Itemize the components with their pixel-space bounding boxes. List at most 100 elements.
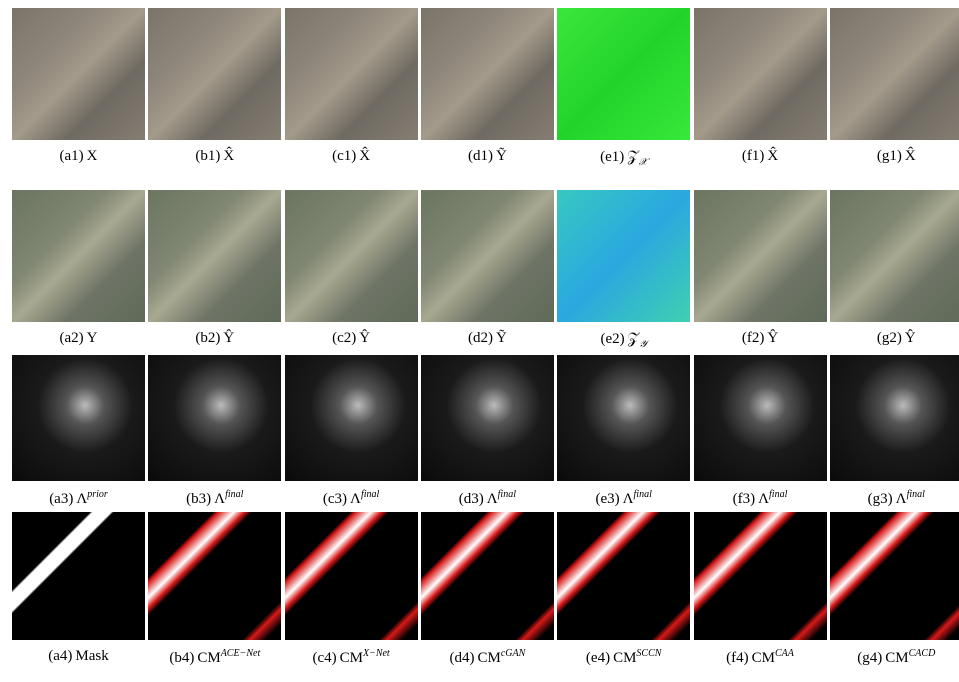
image-tile bbox=[694, 512, 827, 640]
image-tile bbox=[285, 190, 418, 322]
image-tile bbox=[694, 355, 827, 481]
caption-symbol: X bbox=[87, 148, 98, 164]
image-tile bbox=[285, 8, 418, 140]
caption: (f2)Ŷ bbox=[692, 330, 828, 347]
caption-symbol: Λ bbox=[76, 491, 87, 507]
image-tile bbox=[421, 355, 554, 481]
caption-superscript: cGAN bbox=[501, 648, 525, 659]
caption-superscript: final bbox=[498, 489, 516, 500]
caption-label: (f4) bbox=[726, 650, 749, 666]
image-tile bbox=[285, 355, 418, 481]
caption-subscript: 𝒴 bbox=[639, 339, 647, 350]
image-tile bbox=[148, 512, 281, 640]
caption-label: (b4) bbox=[169, 650, 194, 666]
caption-subscript: 𝒳 bbox=[639, 157, 648, 168]
image-tile bbox=[285, 512, 418, 640]
caption: (d4)CMcGAN bbox=[419, 648, 555, 667]
image-tile bbox=[830, 512, 959, 640]
caption: (c4)CMX−Net bbox=[283, 648, 419, 667]
image-tile bbox=[148, 8, 281, 140]
image-tile bbox=[830, 190, 959, 322]
caption-label: (g3) bbox=[868, 491, 893, 507]
caption: (f4)CMCAA bbox=[692, 648, 828, 667]
caption-label: (d1) bbox=[468, 148, 493, 164]
caption-label: (a4) bbox=[48, 648, 72, 664]
caption-superscript: X−Net bbox=[363, 648, 390, 659]
caption: (f3)Λfinal bbox=[692, 489, 828, 508]
caption-label: (c1) bbox=[332, 148, 356, 164]
caption-superscript: SCCN bbox=[636, 648, 661, 659]
caption-label: (b3) bbox=[186, 491, 211, 507]
caption-superscript: final bbox=[361, 489, 379, 500]
caption-label: (e3) bbox=[595, 491, 619, 507]
caption-superscript: final bbox=[907, 489, 925, 500]
caption: (b4)CMACE−Net bbox=[147, 648, 283, 667]
caption-label: (g1) bbox=[877, 148, 902, 164]
caption: (c1)X̂ bbox=[283, 148, 419, 165]
caption-symbol: CM bbox=[885, 650, 908, 666]
caption: (a3)Λprior bbox=[11, 489, 147, 508]
image-tile bbox=[12, 355, 145, 481]
caption-symbol: X̂ bbox=[905, 148, 916, 164]
caption: (e4)CMSCCN bbox=[556, 648, 692, 667]
image-tile bbox=[148, 190, 281, 322]
caption-symbol: CM bbox=[752, 650, 775, 666]
caption-symbol: Λ bbox=[214, 491, 225, 507]
caption: (g4)CMCACD bbox=[828, 648, 959, 667]
caption-superscript: final bbox=[769, 489, 787, 500]
caption-superscript: CAA bbox=[775, 648, 794, 659]
image-tile bbox=[557, 8, 690, 140]
caption-symbol: Λ bbox=[350, 491, 361, 507]
caption-label: (d4) bbox=[449, 650, 474, 666]
caption-label: (e4) bbox=[586, 650, 610, 666]
caption-label: (c2) bbox=[332, 330, 356, 346]
caption-symbol: Ỹ bbox=[496, 330, 507, 346]
image-tile bbox=[421, 8, 554, 140]
caption-label: (e1) bbox=[600, 149, 624, 165]
caption-superscript: final bbox=[634, 489, 652, 500]
caption-symbol: Y bbox=[87, 330, 98, 346]
caption-symbol: X̂ bbox=[223, 148, 234, 164]
image-tile bbox=[830, 8, 959, 140]
image-tile bbox=[694, 8, 827, 140]
image-tile bbox=[557, 512, 690, 640]
caption: (b3)Λfinal bbox=[147, 489, 283, 508]
caption-label: (g4) bbox=[857, 650, 882, 666]
image-tile bbox=[557, 190, 690, 322]
caption-label: (c4) bbox=[312, 650, 336, 666]
caption: (g2)Ŷ bbox=[828, 330, 959, 347]
caption-symbol: Λ bbox=[896, 491, 907, 507]
image-tile bbox=[12, 8, 145, 140]
caption-superscript: prior bbox=[87, 489, 108, 500]
caption: (d3)Λfinal bbox=[419, 489, 555, 508]
image-tile bbox=[557, 355, 690, 481]
caption-symbol: CM bbox=[340, 650, 363, 666]
caption-label: (f3) bbox=[733, 491, 756, 507]
caption-label: (a2) bbox=[60, 330, 84, 346]
caption-symbol: Λ bbox=[758, 491, 769, 507]
caption-symbol: Ŷ bbox=[359, 330, 370, 346]
caption: (e2)𝒵𝒴 bbox=[556, 330, 692, 350]
caption-label: (f2) bbox=[742, 330, 765, 346]
figure: (a1)X(b1)X̂(c1)X̂(d1)Ỹ(e1)𝒵𝒳(f1)X̂(g1)X̂… bbox=[0, 0, 959, 682]
caption-label: (d2) bbox=[468, 330, 493, 346]
image-tile bbox=[148, 355, 281, 481]
caption-symbol: Λ bbox=[623, 491, 634, 507]
image-tile bbox=[694, 190, 827, 322]
caption-symbol: Ŷ bbox=[905, 330, 916, 346]
caption-superscript: ACE−Net bbox=[221, 648, 261, 659]
caption-label: (d3) bbox=[459, 491, 484, 507]
caption: (d1)Ỹ bbox=[419, 148, 555, 165]
caption-symbol: 𝒵 bbox=[627, 149, 638, 165]
caption-superscript: CACD bbox=[909, 648, 936, 659]
caption-label: (b1) bbox=[195, 148, 220, 164]
caption: (f1)X̂ bbox=[692, 148, 828, 165]
caption: (g3)Λfinal bbox=[828, 489, 959, 508]
caption-symbol: Λ bbox=[487, 491, 498, 507]
caption: (a2)Y bbox=[11, 330, 147, 347]
caption: (b2)Ŷ bbox=[147, 330, 283, 347]
caption: (c3)Λfinal bbox=[283, 489, 419, 508]
caption-label: (a1) bbox=[60, 148, 84, 164]
caption-label: (c3) bbox=[323, 491, 347, 507]
image-tile bbox=[421, 190, 554, 322]
